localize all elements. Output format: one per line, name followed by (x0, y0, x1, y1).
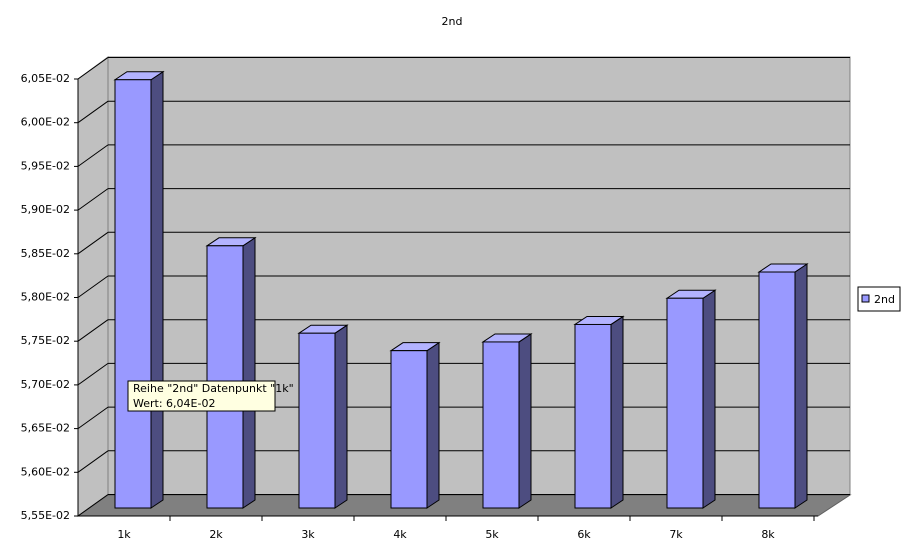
grid-line (77, 319, 109, 342)
chart-title: 2nd (442, 15, 463, 28)
legend-swatch (861, 294, 870, 303)
y-tick-label: 5,85E-02 (21, 247, 70, 260)
y-tick-label: 5,90E-02 (21, 203, 70, 216)
bar (574, 323, 612, 509)
x-tick-label: 8k (761, 528, 775, 541)
grid-line (77, 275, 109, 298)
bar-side (242, 236, 256, 509)
x-tick-label: 1k (117, 528, 131, 541)
x-tick-label: 2k (209, 528, 223, 541)
y-tick-label: 6,05E-02 (21, 72, 70, 85)
x-tick-label: 7k (669, 528, 683, 541)
grid-line (77, 494, 109, 517)
y-tick-label: 5,80E-02 (21, 291, 70, 304)
y-tick-label: 5,70E-02 (21, 378, 70, 391)
bar (482, 341, 520, 509)
y-tick-label: 5,75E-02 (21, 334, 70, 347)
bar-side (426, 341, 440, 509)
grid-line (77, 100, 109, 124)
tooltip-line: Reihe "2nd" Datenpunkt "1k" (133, 382, 294, 395)
bar (390, 350, 428, 509)
y-tick-label: 5,65E-02 (21, 422, 70, 435)
grid-line (77, 57, 109, 80)
bar-side (794, 263, 808, 509)
bar-side (334, 324, 348, 509)
x-tick-label: 5k (485, 528, 499, 541)
bar (114, 79, 152, 509)
y-tick-label: 5,60E-02 (21, 465, 70, 478)
bar-side (518, 333, 532, 509)
grid-line (77, 362, 109, 386)
grid-line (77, 406, 109, 430)
tooltip-line: Wert: 6,04E-02 (133, 397, 215, 410)
y-tick-label: 5,95E-02 (21, 159, 70, 172)
bar-side (610, 315, 624, 509)
y-tick-label: 6,00E-02 (21, 116, 70, 129)
bar (298, 332, 336, 509)
tooltip (127, 380, 276, 412)
bar (666, 297, 704, 509)
bar (758, 271, 796, 509)
x-tick-label: 6k (577, 528, 591, 541)
x-tick-label: 4k (393, 528, 407, 541)
grid-line (77, 144, 109, 167)
grid-line (77, 188, 109, 211)
x-tick-label: 3k (301, 528, 315, 541)
grid-line (77, 450, 109, 473)
y-tick-label: 5,55E-02 (21, 509, 70, 522)
floor (76, 494, 852, 517)
grid-line (77, 231, 109, 255)
bar (206, 245, 244, 509)
bar-side (150, 70, 164, 509)
legend-label: 2nd (874, 293, 895, 306)
bar-side (702, 289, 716, 509)
